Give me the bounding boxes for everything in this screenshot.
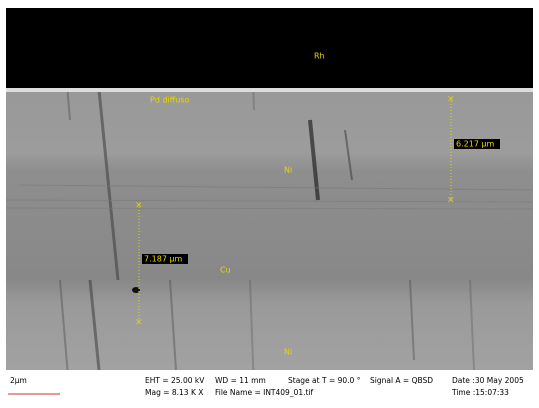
marker: × bbox=[135, 201, 143, 211]
layer-label: Rh bbox=[314, 52, 325, 61]
info-text: WD = 11 mm bbox=[215, 376, 266, 385]
layer-label: Ni bbox=[284, 166, 292, 175]
info-text: Stage at T = 90.0 ° bbox=[288, 376, 361, 385]
marker: × bbox=[135, 318, 143, 328]
pore bbox=[132, 287, 140, 293]
info-text: Time :15:07:33 bbox=[451, 388, 509, 397]
layer-label: Ni bbox=[284, 348, 292, 357]
rh-layer bbox=[6, 8, 533, 90]
info-text: File Name = INT409_01.tif bbox=[215, 388, 314, 397]
page: Rh Pd diffuso Ni Cu Ni × × 6.217 µm × × … bbox=[0, 0, 539, 404]
measure-label: 6.217 µm bbox=[456, 140, 495, 149]
measure-label: 7.187 µm bbox=[144, 255, 183, 264]
texture bbox=[6, 90, 533, 370]
layer-label: Cu bbox=[220, 266, 231, 275]
scale-label: 2µm bbox=[10, 376, 27, 385]
micrograph: Rh Pd diffuso Ni Cu Ni × × 6.217 µm × × … bbox=[0, 0, 539, 404]
info-text: Date :30 May 2005 bbox=[452, 376, 524, 385]
marker: × bbox=[447, 95, 455, 105]
marker: × bbox=[447, 196, 455, 206]
interface bbox=[6, 88, 533, 92]
info-text: Signal A = QBSD bbox=[370, 376, 433, 385]
layer-label: Pd diffuso bbox=[150, 96, 189, 105]
info-text: Mag = 8.13 K X bbox=[145, 388, 203, 397]
info-text: EHT = 25.00 kV bbox=[145, 376, 205, 385]
